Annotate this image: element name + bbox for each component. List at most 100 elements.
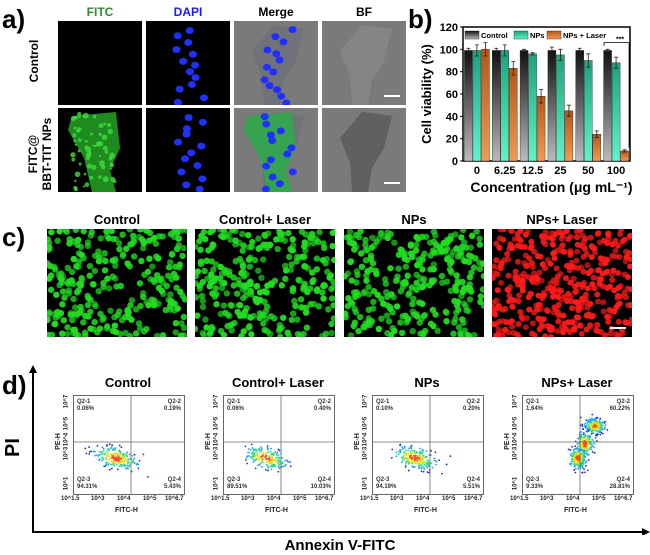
flow-x-label: FITC-H: [115, 507, 138, 514]
flow-title: NPs: [414, 375, 440, 390]
quadrant-percent: 28.81%: [609, 484, 630, 490]
live-dead-image: [344, 229, 484, 337]
quadrant-percent: 0.10%: [376, 406, 394, 412]
error-bar: [622, 149, 627, 153]
y-tick-label: 10^7: [213, 394, 220, 409]
y-tick-label: 10^1: [63, 476, 70, 491]
bar-nps-laser: [481, 49, 490, 162]
quadrant-name: Q2-2: [317, 399, 331, 405]
x-tick-label: 10^5: [293, 496, 307, 502]
error-bar: [558, 48, 563, 61]
y-tick-label: 10^7: [362, 394, 369, 409]
bar-nps: [611, 62, 621, 162]
quadrant-name: Q2-1: [77, 399, 91, 405]
legend-label: NPs: [530, 31, 545, 40]
quadrant-label: Q2-1 1.64%: [526, 399, 543, 413]
error-bar: [586, 53, 591, 68]
bar-nps: [528, 53, 537, 162]
y-tick-label: 120: [440, 22, 458, 34]
scale-bar: [610, 327, 626, 329]
row-label-fitc-nps: FITC@ BBT-TIT NPs: [26, 112, 54, 196]
panel-label-c: c): [2, 222, 26, 252]
title-control: Control: [93, 212, 141, 227]
quadrant-label: Q2-2 0.40%: [314, 399, 331, 413]
quadrant-name: Q2-4: [616, 477, 630, 483]
significance-label: ***: [616, 37, 624, 44]
x-tick-label: 6.25: [494, 165, 515, 177]
error-bar: [566, 104, 571, 117]
title-nps: NPs: [401, 212, 427, 227]
x-tick-label: 10^5: [442, 496, 456, 502]
y-tick-label: 60: [446, 89, 458, 101]
micrograph-control-dapi: [146, 21, 230, 105]
quadrant-label: Q2-4 5.51%: [463, 477, 480, 491]
x-tick-label: 10^3: [390, 496, 404, 502]
panel-label-d: d): [2, 370, 27, 400]
quadrant-label: Q2-1 0.06%: [77, 399, 94, 413]
quadrant-label: Q2-4 28.81%: [610, 477, 630, 491]
error-bar: [502, 44, 507, 57]
live-dead-image: [492, 229, 632, 337]
x-tick-label: 10^1.5: [360, 496, 379, 502]
x-tick-label: 10^1.5: [211, 496, 230, 502]
legend-swatch: [546, 30, 562, 40]
error-bar: [605, 48, 610, 52]
quadrant-percent: 9.33%: [526, 484, 544, 490]
x-tick-label: 10^1.5: [510, 496, 529, 502]
col-header-merge: Merge: [258, 5, 294, 19]
error-bar: [530, 52, 535, 56]
y-tick-label: 10^7: [63, 394, 70, 409]
quadrant-name: Q2-1: [526, 399, 540, 405]
flow-plot: Q2-1 1.64% Q2-2 60.22% Q2-3 9.33% Q2-4 28.81%: [522, 395, 634, 495]
flow-x-label: FITC-H: [564, 507, 587, 514]
x-tick-label: 0: [474, 165, 480, 177]
flow-y-label: PE-H: [204, 433, 212, 450]
bar-control: [519, 50, 529, 162]
x-tick-label: 100: [607, 165, 625, 177]
quadrant-label: Q2-4 10.03%: [311, 477, 331, 491]
x-axis-title: Concentration (μg mL⁻¹): [470, 179, 632, 195]
micrograph-control-merge: [234, 21, 318, 105]
x-tick-label: 10^1.5: [61, 496, 80, 502]
micrograph-nps-merge: [234, 108, 318, 192]
quadrant-name: Q2-3: [227, 477, 241, 483]
flow-title: Control: [104, 375, 152, 390]
error-bar: [483, 42, 488, 57]
y-tick-label: 10^5: [362, 416, 369, 431]
panel-label-b: b): [408, 4, 433, 34]
y-tick-label: 100: [440, 44, 458, 56]
y-tick-label: 10^1: [362, 476, 369, 491]
bar-nps-laser: [564, 110, 574, 162]
quadrant-percent: 1.64%: [526, 406, 544, 412]
bar-nps-laser: [536, 96, 546, 162]
quadrant-percent: 94.19%: [376, 484, 397, 490]
y-axis-title: Cell viability (%): [419, 44, 434, 144]
panel-d-axes: [29, 365, 650, 535]
quadrant-percent: 94.31%: [77, 484, 98, 490]
quadrant-name: Q2-1: [376, 399, 390, 405]
legend-label: NPs + Laser: [563, 31, 606, 40]
x-tick-label: 10^6.7: [165, 496, 184, 502]
micrograph-nps-dapi: [146, 108, 230, 192]
y-tick-label: 20: [446, 134, 458, 146]
col-header-bf: BF: [356, 5, 372, 19]
flow-y-label: PE-H: [54, 433, 62, 450]
flow-x-label: FITC-H: [265, 507, 288, 514]
y-tick-label: 10^1: [213, 476, 220, 491]
quadrant-name: Q2-3: [526, 477, 540, 483]
y-axis-arrow-icon: [29, 365, 37, 373]
significance-bracket: [603, 42, 630, 148]
quadrant-name: Q2-4: [167, 477, 181, 483]
panel-label-a: a): [2, 4, 26, 34]
quadrant-percent: 0.06%: [227, 406, 245, 412]
x-tick-label: 10^3: [540, 496, 554, 502]
quadrant-name: Q2-1: [227, 399, 241, 405]
x-tick-label: 10^3: [91, 496, 105, 502]
y-tick-label: 10^7: [512, 394, 519, 409]
bar-control: [575, 50, 584, 162]
flow-plot: Q2-1 0.10% Q2-2 0.20% Q2-3 94.19% Q2-4 5.51%: [372, 395, 484, 495]
x-tick-label: 10^6.7: [464, 496, 483, 502]
y-tick-label: 10^1: [512, 476, 519, 491]
title-nps-laser: NPs+ Laser: [526, 212, 598, 227]
flow-x-label: FITC-H: [414, 507, 437, 514]
